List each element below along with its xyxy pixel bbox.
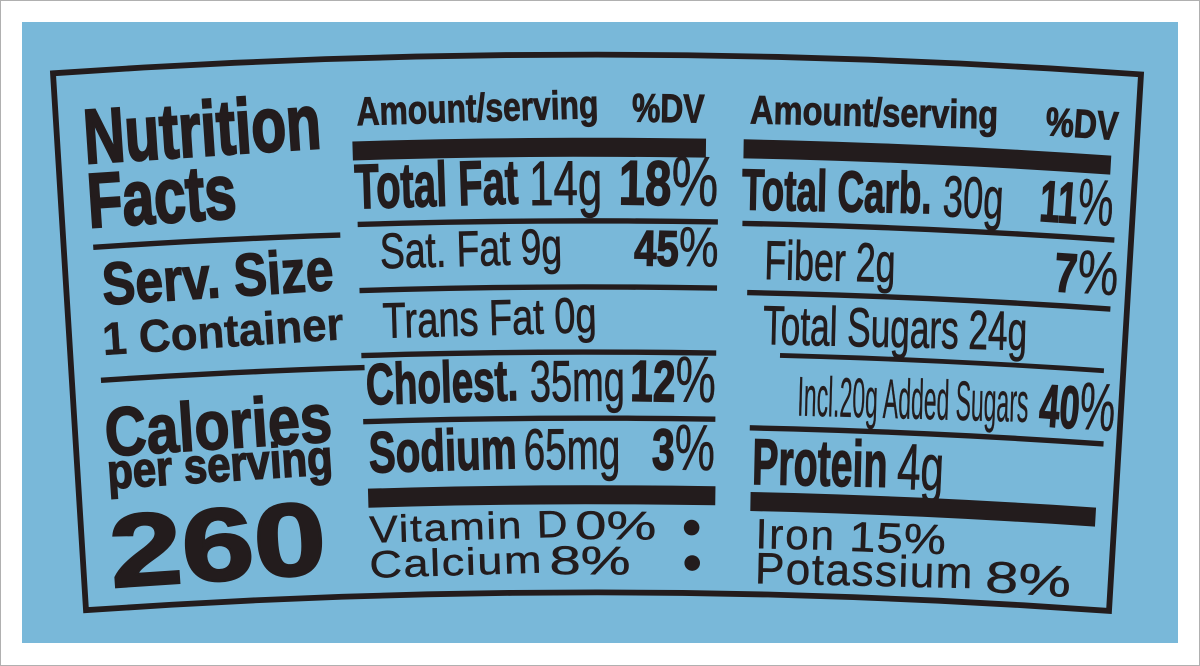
svg-text:Sat. Fat 9g: Sat. Fat 9g <box>379 219 563 280</box>
svg-text:Sodium: Sodium <box>368 416 518 485</box>
svg-text:14g: 14g <box>529 149 603 219</box>
svg-text:Calories: Calories <box>102 379 334 471</box>
svg-text:4g: 4g <box>896 429 946 505</box>
svg-text:35mg: 35mg <box>530 350 626 415</box>
svg-text:Total Sugars 24g: Total Sugars 24g <box>763 294 1028 362</box>
svg-text:Serv. Size: Serv. Size <box>100 235 335 317</box>
svg-text:12%: 12% <box>630 342 717 416</box>
svg-text:Total Fat: Total Fat <box>353 147 519 222</box>
svg-text:Iron: Iron <box>755 510 836 559</box>
svg-text:11%: 11% <box>1038 163 1117 240</box>
svg-text:260: 260 <box>106 480 330 609</box>
svg-text:Total Carb.: Total Carb. <box>741 158 932 226</box>
svg-text:Potassium: Potassium <box>754 544 974 598</box>
svg-text:65mg: 65mg <box>523 417 620 483</box>
svg-text:%DV: %DV <box>1044 99 1119 149</box>
svg-text:40%: 40% <box>1037 365 1118 445</box>
svg-text:%DV: %DV <box>632 85 705 131</box>
svg-text:Amount/serving: Amount/serving <box>750 87 999 137</box>
svg-text:Nutrition: Nutrition <box>81 80 323 181</box>
svg-text:Fiber 2g: Fiber 2g <box>764 229 897 294</box>
svg-text:3%: 3% <box>651 410 715 484</box>
svg-text:0%: 0% <box>575 504 656 549</box>
svg-text:30g: 30g <box>942 165 1005 233</box>
svg-text:Vitamin D: Vitamin D <box>369 502 570 551</box>
svg-text:Amount/serving: Amount/serving <box>356 81 599 134</box>
svg-text:Facts: Facts <box>85 150 239 245</box>
svg-text:Calcium: Calcium <box>369 538 544 586</box>
svg-text:Trans Fat 0g: Trans Fat 0g <box>382 288 597 349</box>
svg-text:15%: 15% <box>849 514 948 564</box>
svg-text:45%: 45% <box>634 214 719 278</box>
svg-text:Protein: Protein <box>751 426 888 502</box>
svg-text:7%: 7% <box>1052 236 1121 309</box>
svg-text:Incl.20g Added Sugars: Incl.20g Added Sugars <box>797 366 1030 435</box>
svg-text:Cholest.: Cholest. <box>365 348 519 417</box>
svg-text:8%: 8% <box>984 553 1073 607</box>
svg-text:18%: 18% <box>618 142 719 222</box>
svg-text:8%: 8% <box>549 539 630 584</box>
svg-text:1 Container: 1 Container <box>101 297 346 365</box>
